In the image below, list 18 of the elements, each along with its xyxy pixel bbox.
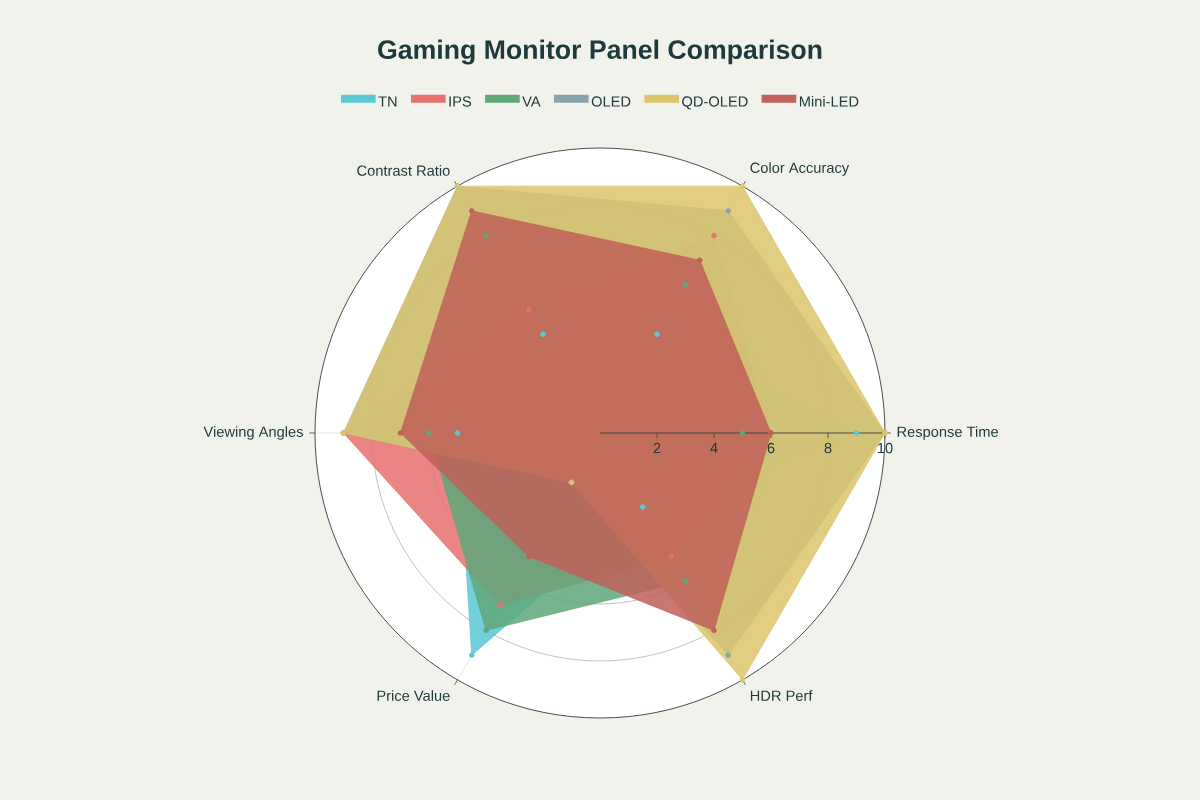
legend-label: VA <box>522 96 541 107</box>
y-tick-label: 6 <box>767 442 775 454</box>
y-tick-label: 10 <box>877 442 893 454</box>
spoke-label: Response Time <box>897 426 998 440</box>
spoke-label: Viewing Angles <box>203 426 303 440</box>
spoke-label: HDR Perf <box>750 690 813 701</box>
spoke-label: Price Value <box>377 690 450 701</box>
y-tick-label: 4 <box>710 442 718 453</box>
chart-title: Gaming Monitor Panel Comparison <box>378 39 822 65</box>
y-tick-label: 8 <box>824 442 832 454</box>
legend-label: IPS <box>449 96 472 107</box>
spoke-label: Contrast Ratio <box>357 165 450 176</box>
spoke-label: Color Accuracy <box>750 162 850 176</box>
legend-label: OLED <box>591 96 631 107</box>
y-tick-label: 2 <box>653 442 661 454</box>
legend-label: TN <box>378 96 397 107</box>
legend-label: Mini-LED <box>799 95 859 107</box>
legend-label: QD-OLED <box>682 96 748 110</box>
